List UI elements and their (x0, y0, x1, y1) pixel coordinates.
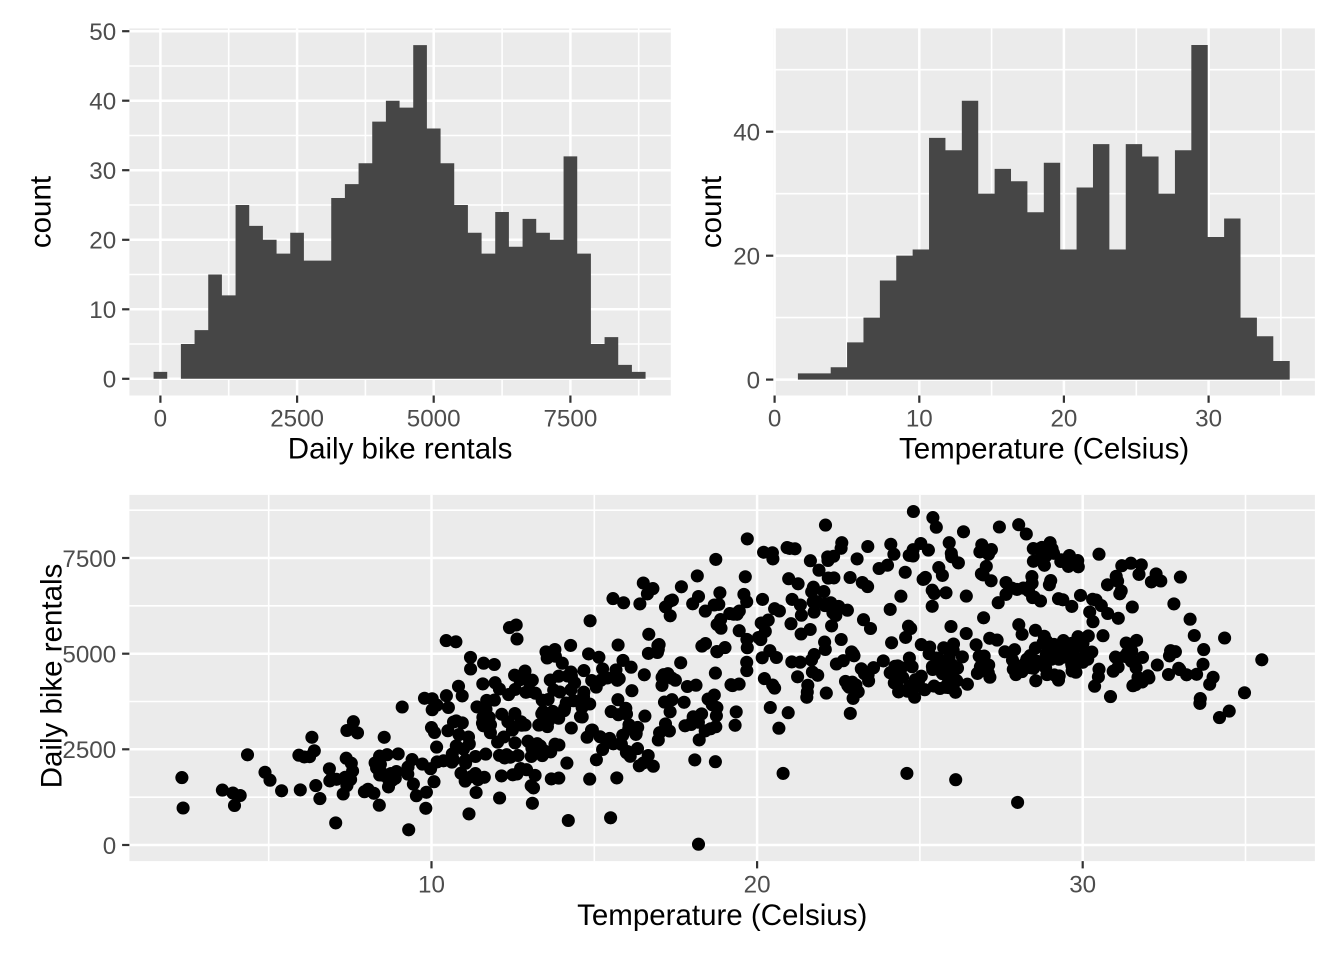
svg-text:2500: 2500 (62, 737, 116, 764)
svg-text:50: 50 (89, 19, 116, 46)
svg-text:10: 10 (418, 872, 445, 899)
svg-text:0: 0 (103, 367, 116, 394)
svg-text:5000: 5000 (407, 406, 461, 433)
svg-text:Temperature (Celsius): Temperature (Celsius) (899, 433, 1189, 466)
svg-text:Temperature (Celsius): Temperature (Celsius) (577, 899, 867, 932)
svg-text:30: 30 (1069, 872, 1096, 899)
svg-text:0: 0 (154, 406, 167, 433)
svg-text:count: count (695, 176, 728, 248)
svg-text:20: 20 (1050, 406, 1077, 433)
svg-text:count: count (25, 176, 58, 248)
svg-text:40: 40 (89, 89, 116, 116)
svg-text:Daily bike rentals: Daily bike rentals (288, 433, 513, 466)
svg-text:5000: 5000 (62, 642, 116, 669)
svg-text:40: 40 (733, 120, 760, 147)
svg-text:20: 20 (733, 244, 760, 271)
svg-text:10: 10 (906, 406, 933, 433)
svg-text:20: 20 (744, 872, 771, 899)
svg-text:30: 30 (1195, 406, 1222, 433)
svg-text:7500: 7500 (62, 546, 116, 573)
svg-text:20: 20 (89, 228, 116, 255)
svg-text:Daily bike rentals: Daily bike rentals (35, 564, 68, 789)
svg-text:7500: 7500 (543, 406, 597, 433)
svg-text:0: 0 (103, 833, 116, 860)
svg-text:0: 0 (747, 367, 760, 394)
svg-text:30: 30 (89, 158, 116, 185)
svg-text:0: 0 (768, 406, 781, 433)
svg-text:10: 10 (89, 297, 116, 324)
svg-text:2500: 2500 (270, 406, 324, 433)
